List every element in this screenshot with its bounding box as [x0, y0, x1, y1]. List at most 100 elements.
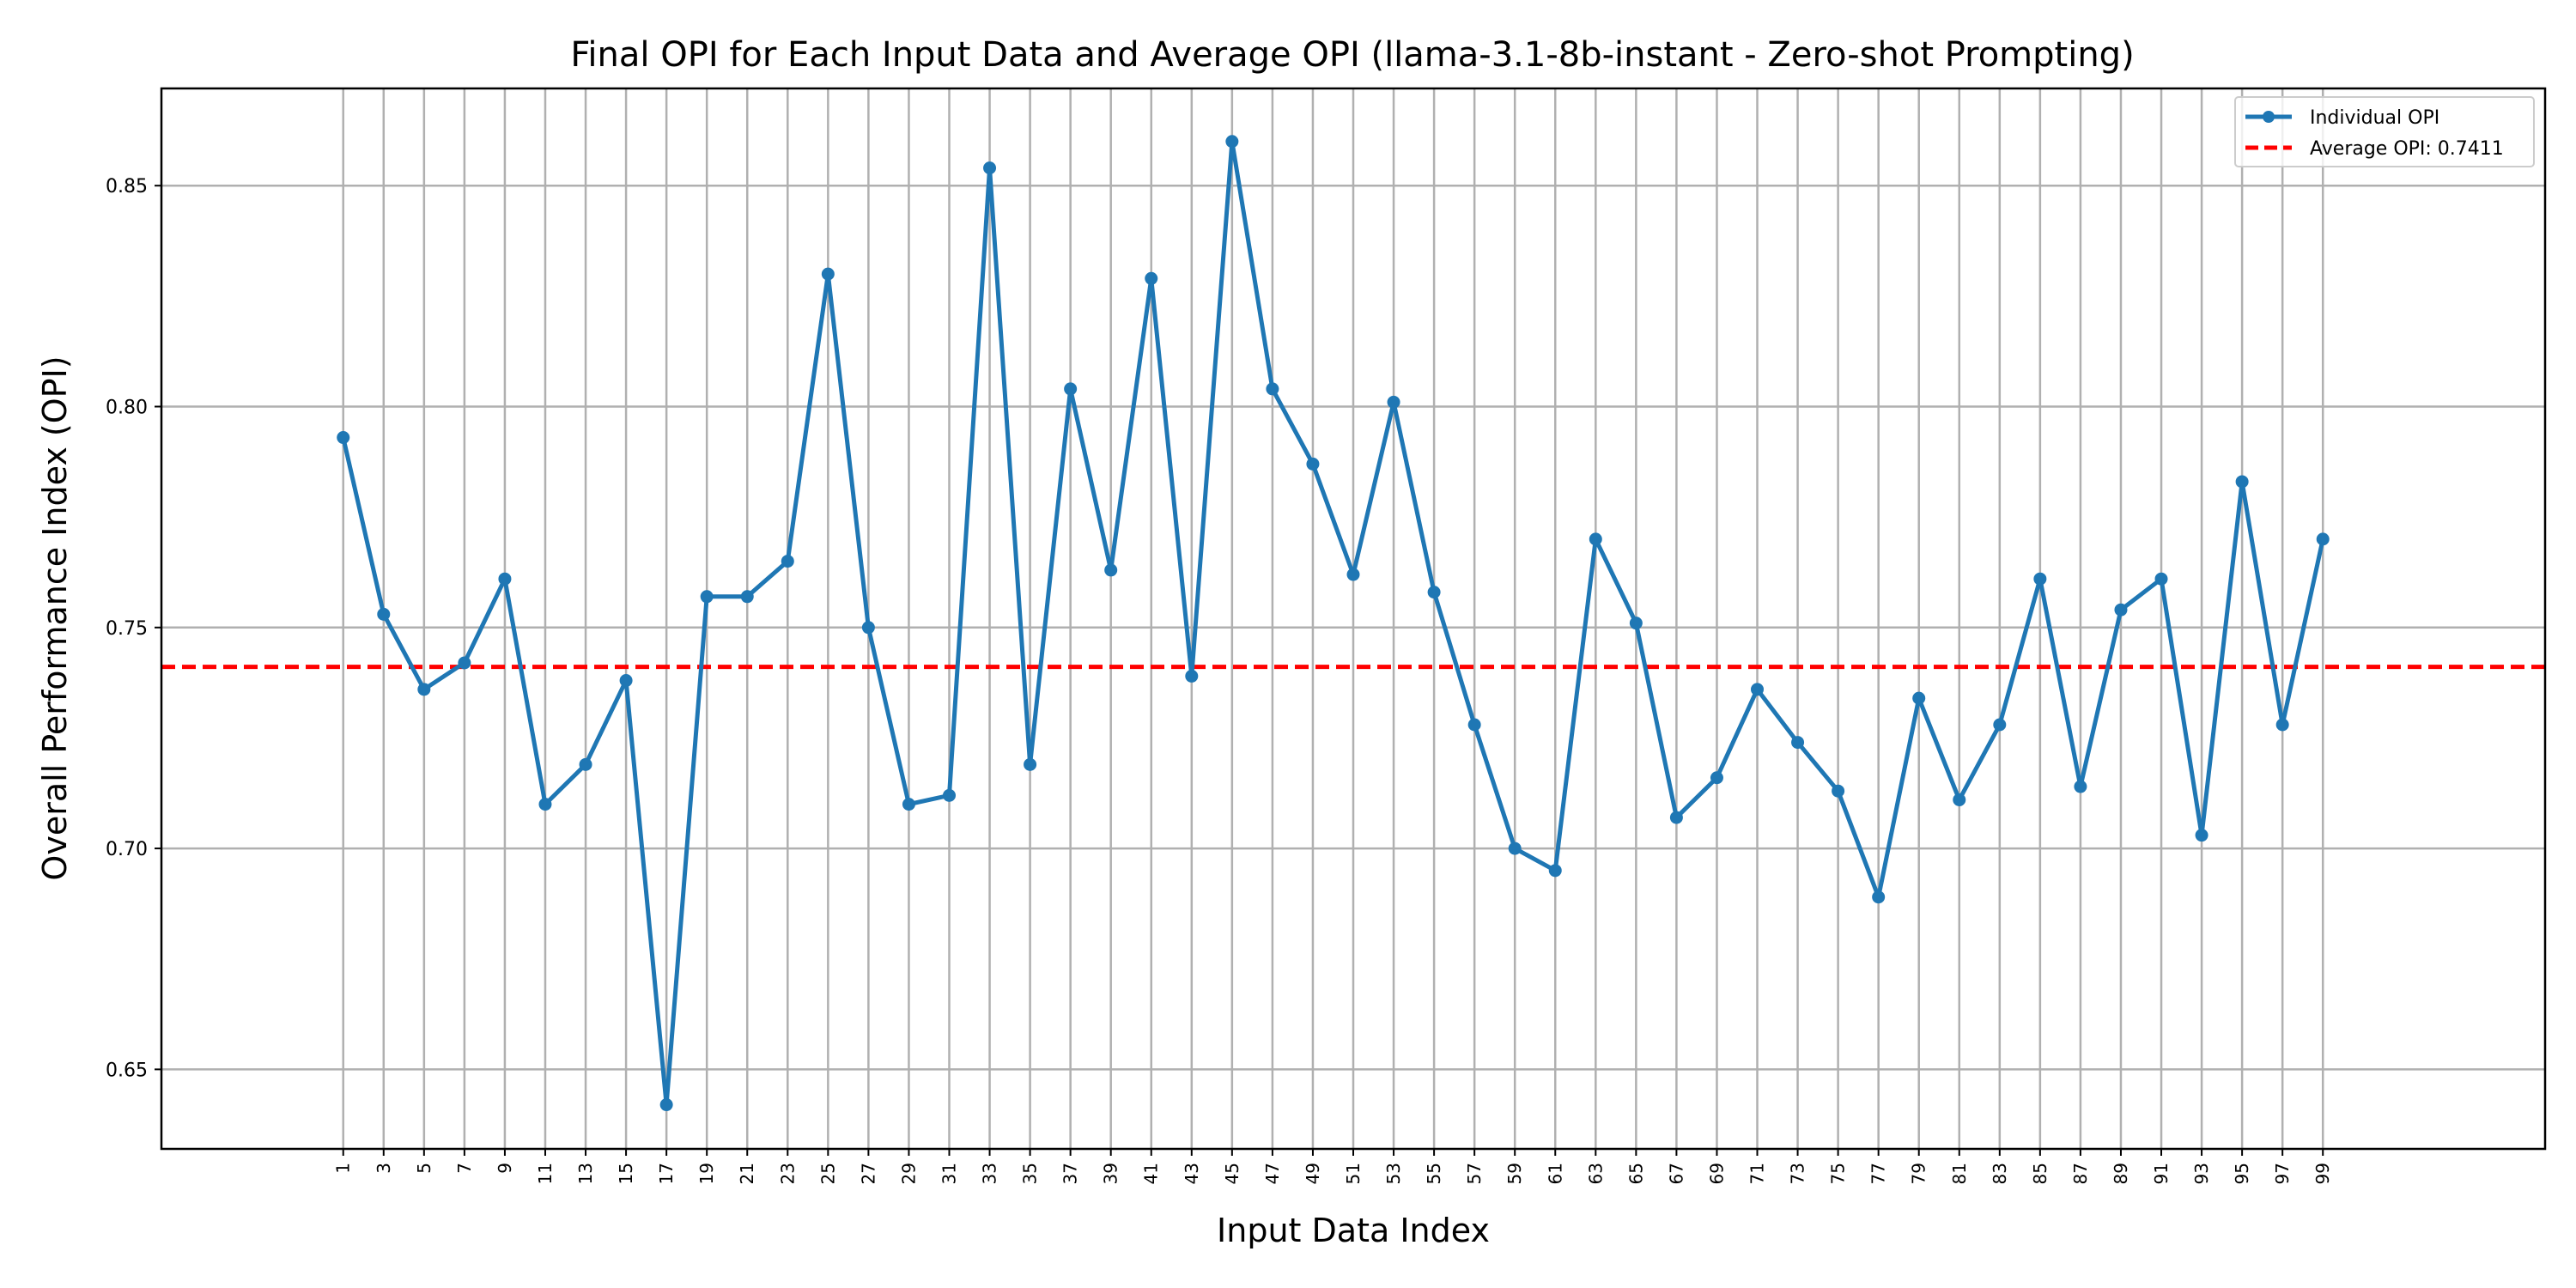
x-tick-label: 71: [1747, 1163, 1768, 1184]
data-point: [1669, 811, 1683, 824]
x-tick-label: 41: [1141, 1163, 1162, 1184]
x-axis-ticks: 1 3 5 7 9 11 13 15 17 19 21 23 25 27 29 31 33 35 37 39 41 43 4…: [333, 1149, 2333, 1184]
data-point: [1387, 395, 1400, 409]
data-point: [1024, 757, 1037, 771]
data-point: [1912, 691, 1926, 705]
data-point: [417, 683, 431, 696]
x-tick-label: 23: [777, 1163, 798, 1184]
data-point: [781, 555, 794, 568]
chart-title: Final OPI for Each Input Data and Averag…: [570, 35, 2134, 75]
series-line-individual-opi: [341, 139, 2325, 1108]
x-tick-label: 43: [1182, 1163, 1202, 1184]
x-tick-label: 59: [1504, 1163, 1525, 1184]
data-point: [1225, 135, 1239, 149]
x-tick-label: 39: [1101, 1163, 1121, 1184]
x-tick-label: 1: [333, 1163, 354, 1174]
data-point: [942, 788, 956, 802]
data-point: [2275, 718, 2289, 732]
legend-box: [2234, 96, 2535, 167]
x-tick-label: 79: [1909, 1163, 1929, 1184]
data-point: [1791, 736, 1805, 750]
data-point: [579, 757, 592, 771]
data-point: [619, 674, 633, 688]
data-point: [740, 590, 754, 604]
x-tick-label: 89: [2111, 1163, 2131, 1184]
y-tick-label: 0.70: [106, 839, 148, 860]
data-point: [1427, 586, 1441, 599]
x-tick-label: 49: [1303, 1163, 1323, 1184]
x-tick-label: 69: [1706, 1163, 1727, 1184]
data-point: [1306, 457, 1320, 471]
x-tick-label: 55: [1424, 1163, 1444, 1184]
data-point: [1832, 784, 1845, 798]
legend: Individual OPI Average OPI: 0.7411: [2234, 96, 2535, 167]
x-tick-label: 87: [2070, 1163, 2091, 1184]
y-axis-ticks: 0.65 0.70 0.75 0.80 0.85: [106, 176, 161, 1081]
data-point: [337, 431, 350, 445]
legend-label-individual: Individual OPI: [2310, 107, 2439, 129]
x-tick-label: 33: [980, 1163, 1000, 1184]
legend-label-average: Average OPI: 0.7411: [2310, 138, 2504, 160]
x-tick-label: 7: [454, 1163, 475, 1174]
x-tick-label: 81: [1949, 1163, 1970, 1184]
x-tick-label: 57: [1464, 1163, 1485, 1184]
x-tick-label: 77: [1868, 1163, 1889, 1184]
data-point: [1589, 532, 1602, 546]
x-tick-label: 53: [1383, 1163, 1404, 1184]
data-point: [1872, 890, 1886, 904]
x-tick-label: 45: [1222, 1163, 1242, 1184]
data-point: [1508, 841, 1522, 855]
x-tick-label: 63: [1585, 1163, 1606, 1184]
x-tick-label: 3: [374, 1163, 394, 1174]
y-tick-label: 0.65: [106, 1060, 148, 1081]
x-tick-label: 35: [1020, 1163, 1041, 1184]
x-tick-label: 75: [1828, 1163, 1849, 1184]
x-tick-label: 9: [495, 1163, 515, 1174]
data-point: [1993, 718, 2007, 732]
data-point: [2235, 475, 2249, 489]
data-point: [1185, 669, 1199, 683]
x-tick-label: 61: [1545, 1163, 1565, 1184]
data-point: [861, 621, 875, 635]
grid-lines: [161, 88, 2545, 1149]
x-tick-label: 21: [737, 1163, 757, 1184]
data-point: [458, 656, 471, 670]
x-tick-label: 83: [1990, 1163, 2010, 1184]
x-tick-label: 29: [898, 1163, 919, 1184]
data-point: [2074, 780, 2087, 793]
data-point: [1629, 617, 1643, 630]
x-tick-label: 91: [2151, 1163, 2172, 1184]
data-point: [2033, 572, 2047, 586]
data-point: [700, 590, 714, 604]
data-point: [1710, 771, 1723, 785]
x-tick-label: 97: [2272, 1163, 2293, 1184]
x-tick-label: 27: [858, 1163, 878, 1184]
series-group: [337, 135, 2330, 1112]
data-point: [2114, 603, 2128, 617]
x-tick-label: 47: [1262, 1163, 1283, 1184]
data-point: [1953, 793, 1966, 806]
x-tick-label: 37: [1060, 1163, 1081, 1184]
x-tick-label: 11: [535, 1163, 556, 1184]
y-tick-label: 0.85: [106, 176, 148, 197]
data-point: [1104, 563, 1118, 577]
x-tick-label: 5: [414, 1163, 434, 1174]
data-point: [538, 798, 552, 811]
x-axis-label: Input Data Index: [1217, 1212, 1490, 1249]
x-tick-label: 73: [1788, 1163, 1808, 1184]
data-point: [498, 572, 512, 586]
x-tick-label: 19: [696, 1163, 717, 1184]
x-tick-label: 85: [2030, 1163, 2050, 1184]
data-point: [2154, 572, 2168, 586]
legend-marker-individual: [2263, 111, 2275, 123]
data-point: [1266, 382, 1279, 396]
data-point: [821, 267, 835, 281]
x-tick-label: 25: [817, 1163, 838, 1184]
data-point: [2195, 829, 2208, 842]
data-point: [2316, 532, 2330, 546]
data-point: [1064, 382, 1078, 396]
data-point: [1346, 568, 1360, 581]
x-tick-label: 93: [2191, 1163, 2212, 1184]
